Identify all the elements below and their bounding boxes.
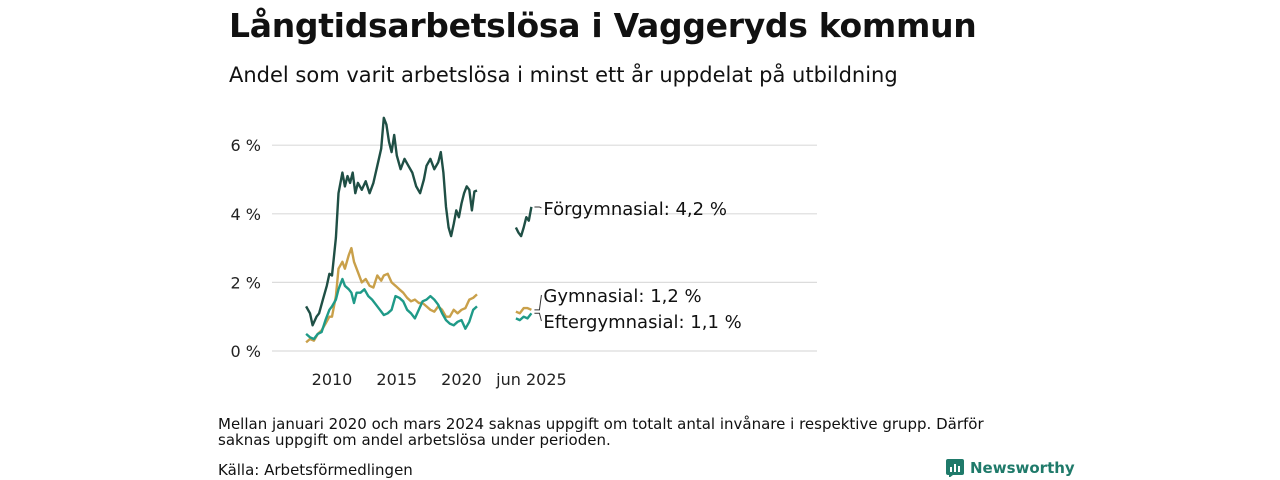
brand-name: Newsworthy: [970, 459, 1075, 477]
y-tick-label: 6 %: [231, 136, 261, 155]
x-tick-label: 2015: [376, 370, 417, 389]
y-tick-label: 0 %: [231, 342, 261, 361]
series-line-eftergymnasial: [515, 312, 533, 322]
newsworthy-logo-icon: [946, 459, 964, 477]
y-axis-ticks: 0 % 2 % 4 % 6 %: [231, 136, 261, 361]
label-leader-line: [534, 294, 542, 311]
x-tick-label: 2010: [312, 370, 353, 389]
series-line-förgymnasial: [305, 116, 478, 327]
series-lines: [305, 116, 533, 344]
series-line-gymnasial: [515, 306, 532, 315]
gridlines: [272, 144, 817, 352]
series-end-label: Gymnasial: 1,2 %: [543, 286, 701, 307]
y-tick-label: 4 %: [231, 205, 261, 224]
series-line-eftergymnasial: [305, 277, 478, 341]
label-leader-line: [534, 206, 542, 209]
x-tick-label: 2020: [441, 370, 482, 389]
footnote: Mellan januari 2020 och mars 2024 saknas…: [218, 415, 984, 449]
series-line-förgymnasial: [514, 206, 533, 238]
series-end-label: Eftergymnasial: 1,1 %: [543, 312, 741, 333]
chart-title: Långtidsarbetslösa i Vaggeryds kommun: [229, 6, 977, 45]
chart-subtitle: Andel som varit arbetslösa i minst ett å…: [229, 63, 898, 87]
label-leader-line: [534, 312, 542, 322]
series-end-label: Förgymnasial: 4,2 %: [543, 199, 727, 220]
series-end-labels: Förgymnasial: 4,2 % Gymnasial: 1,2 % Efter…: [534, 199, 742, 333]
source-text: Källa: Arbetsförmedlingen: [218, 461, 413, 479]
series-line-gymnasial: [305, 246, 478, 344]
x-axis-ticks: 2010 2015 2020 jun 2025: [312, 370, 567, 389]
y-tick-label: 2 %: [231, 273, 261, 292]
x-tick-label: jun 2025: [495, 370, 567, 389]
brand-logo: Newsworthy: [946, 459, 1075, 477]
